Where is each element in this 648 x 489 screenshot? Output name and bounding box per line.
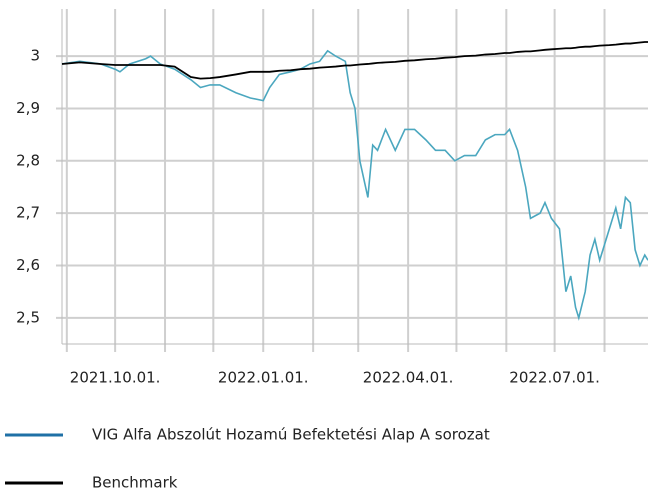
legend-label: VIG Alfa Abszolút Hozamú Befektetési Ala… <box>92 426 490 444</box>
x-tick-label: 2022.04.01. <box>363 369 454 387</box>
y-tick-label: 2,7 <box>16 204 40 222</box>
legend-label: Benchmark <box>92 474 178 489</box>
series-line <box>61 49 648 321</box>
y-tick-label: 3 <box>30 47 40 65</box>
series-line <box>61 41 648 80</box>
x-tick-label: 2021.10.01. <box>70 369 161 387</box>
y-tick-label: 2,6 <box>16 256 40 274</box>
y-tick-label: 2,9 <box>16 99 40 117</box>
x-tick-label: 2022.07.01. <box>509 369 600 387</box>
x-tick-label: 2022.01.01. <box>218 369 309 387</box>
y-tick-label: 2,8 <box>16 151 40 169</box>
y-tick-label: 2,5 <box>16 308 40 326</box>
